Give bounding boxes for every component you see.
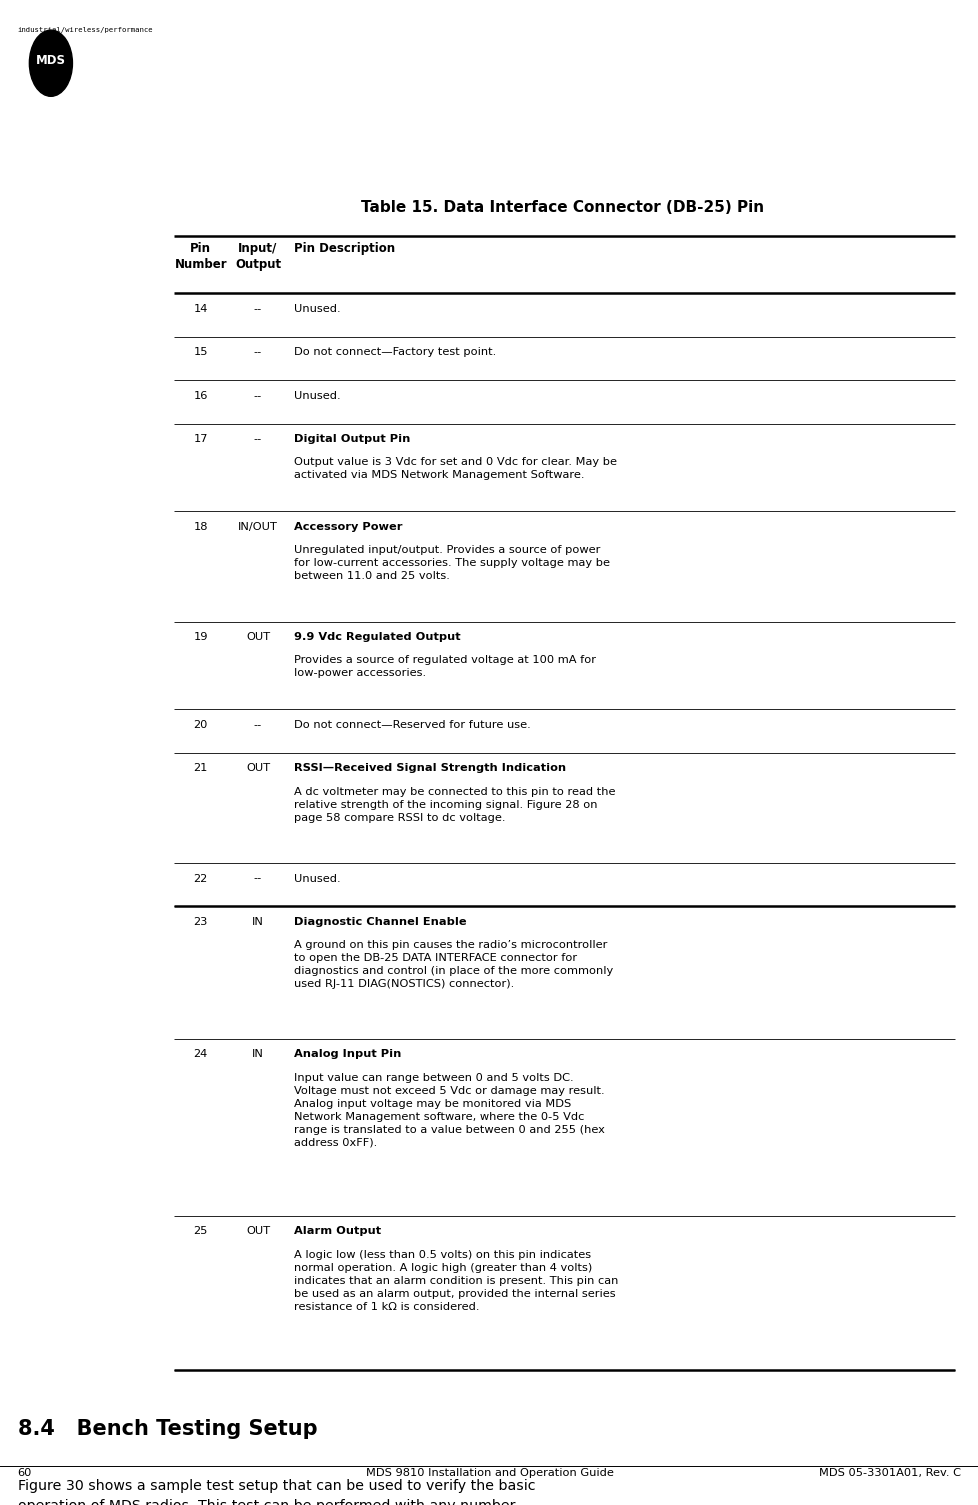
Text: Accessory Power: Accessory Power [293, 522, 402, 531]
Text: OUT: OUT [245, 763, 270, 774]
Text: Figure 30 shows a sample test setup that can be used to verify the basic
operati: Figure 30 shows a sample test setup that… [18, 1479, 535, 1505]
Text: industrial/wireless/performance: industrial/wireless/performance [18, 27, 154, 33]
Text: OUT: OUT [245, 632, 270, 643]
Text: Pin Description: Pin Description [293, 242, 394, 256]
Text: 21: 21 [194, 763, 207, 774]
Text: Pin
Number: Pin Number [174, 242, 227, 271]
Text: 8.4   Bench Testing Setup: 8.4 Bench Testing Setup [18, 1419, 317, 1439]
Text: 19: 19 [194, 632, 207, 643]
Text: Do not connect—Reserved for future use.: Do not connect—Reserved for future use. [293, 719, 530, 730]
Text: --: -- [253, 391, 262, 400]
Text: Provides a source of regulated voltage at 100 mA for
low-power accessories.: Provides a source of regulated voltage a… [293, 656, 595, 679]
Text: 60: 60 [18, 1467, 32, 1478]
Text: Input/
Output: Input/ Output [235, 242, 281, 271]
Text: A dc voltmeter may be connected to this pin to read the
relative strength of the: A dc voltmeter may be connected to this … [293, 787, 614, 823]
Text: --: -- [253, 433, 262, 444]
Text: Input value can range between 0 and 5 volts DC.
Voltage must not exceed 5 Vdc or: Input value can range between 0 and 5 vo… [293, 1073, 604, 1148]
Text: IN/OUT: IN/OUT [238, 522, 278, 531]
Text: A ground on this pin causes the radio’s microcontroller
to open the DB-25 DATA I: A ground on this pin causes the radio’s … [293, 941, 612, 989]
Text: Unused.: Unused. [293, 304, 340, 315]
Text: Digital Output Pin: Digital Output Pin [293, 433, 410, 444]
Text: Analog Input Pin: Analog Input Pin [293, 1049, 401, 1060]
Text: MDS: MDS [36, 54, 66, 66]
Text: Do not connect—Factory test point.: Do not connect—Factory test point. [293, 348, 496, 357]
Text: Unused.: Unused. [293, 391, 340, 400]
Text: 24: 24 [194, 1049, 207, 1060]
Text: 25: 25 [194, 1227, 207, 1236]
Text: Alarm Output: Alarm Output [293, 1227, 380, 1236]
Text: 15: 15 [194, 348, 207, 357]
Text: --: -- [253, 719, 262, 730]
Text: 9.9 Vdc Regulated Output: 9.9 Vdc Regulated Output [293, 632, 460, 643]
Text: Unregulated input/output. Provides a source of power
for low-current accessories: Unregulated input/output. Provides a sou… [293, 545, 609, 581]
Text: --: -- [253, 304, 262, 315]
Text: A logic low (less than 0.5 volts) on this pin indicates
normal operation. A logi: A logic low (less than 0.5 volts) on thi… [293, 1249, 617, 1312]
Text: 16: 16 [194, 391, 207, 400]
Text: MDS 9810 Installation and Operation Guide: MDS 9810 Installation and Operation Guid… [365, 1467, 613, 1478]
Text: 20: 20 [194, 719, 207, 730]
Text: 23: 23 [194, 917, 207, 927]
Text: RSSI—Received Signal Strength Indication: RSSI—Received Signal Strength Indication [293, 763, 565, 774]
Circle shape [29, 30, 72, 96]
Text: IN: IN [251, 917, 264, 927]
Text: --: -- [253, 873, 262, 883]
Text: Unused.: Unused. [293, 873, 340, 883]
Text: --: -- [253, 348, 262, 357]
Text: Diagnostic Channel Enable: Diagnostic Channel Enable [293, 917, 466, 927]
Text: Output value is 3 Vdc for set and 0 Vdc for clear. May be
activated via MDS Netw: Output value is 3 Vdc for set and 0 Vdc … [293, 458, 616, 480]
Text: 17: 17 [194, 433, 207, 444]
Text: 22: 22 [194, 873, 207, 883]
Text: 18: 18 [194, 522, 207, 531]
Text: MDS 05-3301A01, Rev. C: MDS 05-3301A01, Rev. C [819, 1467, 960, 1478]
Text: 14: 14 [194, 304, 207, 315]
Text: IN: IN [251, 1049, 264, 1060]
Text: Table 15. Data Interface Connector (DB-25) Pin: Table 15. Data Interface Connector (DB-2… [361, 200, 764, 215]
Text: OUT: OUT [245, 1227, 270, 1236]
